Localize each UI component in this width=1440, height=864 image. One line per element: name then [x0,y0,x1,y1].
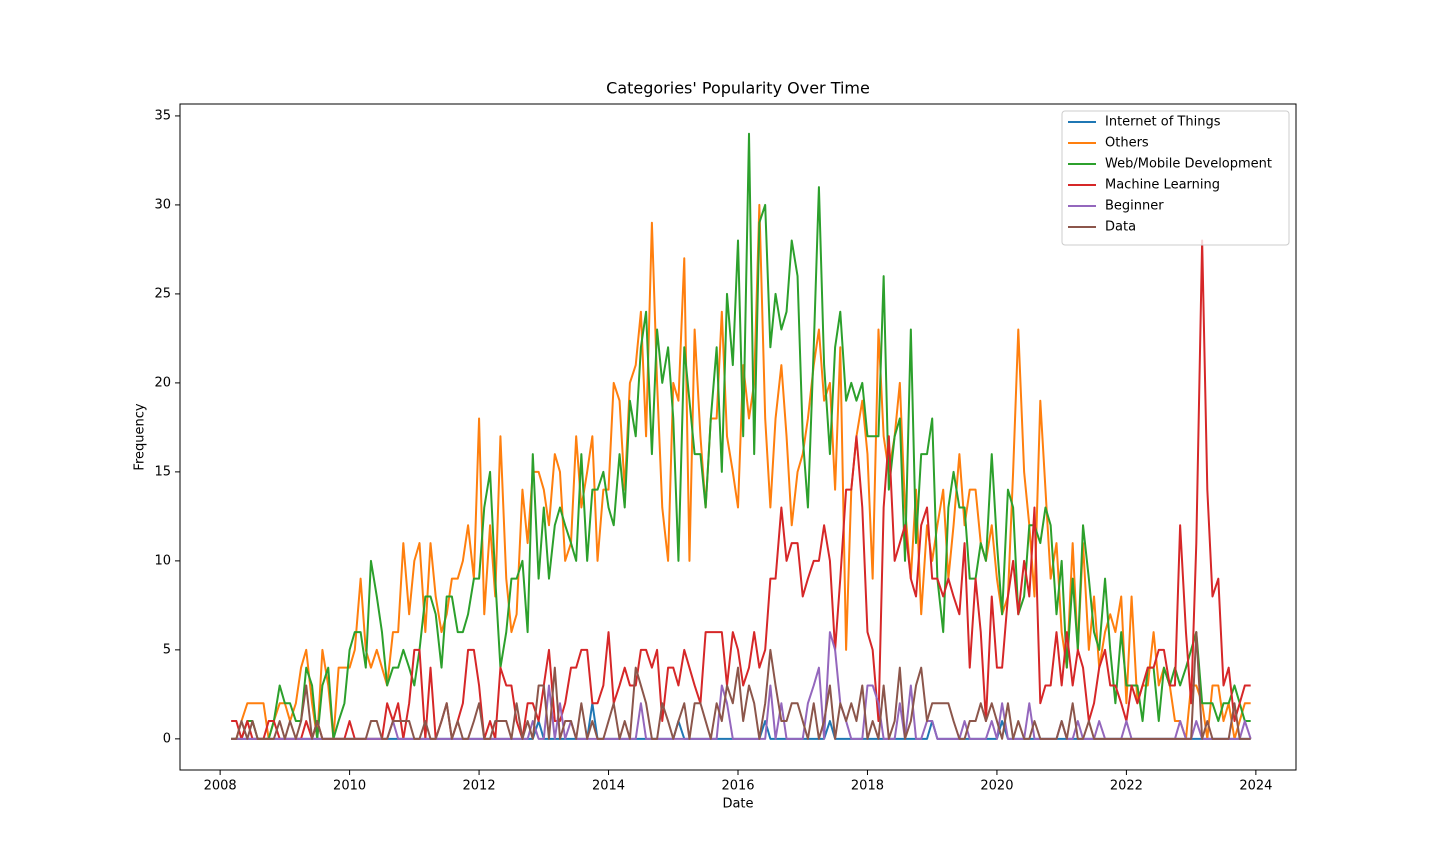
line-series [231,631,1252,740]
x-tick-label: 2012 [463,779,496,794]
y-tick-label: 10 [154,553,171,568]
line-series [231,631,1251,740]
x-tick-label: 2010 [333,779,366,794]
x-tick-label: 2018 [851,779,884,794]
legend-label: Data [1105,220,1136,235]
y-tick-label: 15 [154,464,171,479]
legend-label: Beginner [1105,199,1164,214]
y-tick-label: 25 [154,286,171,301]
chart-title: Categories' Popularity Over Time [606,79,870,98]
legend-label: Machine Learning [1105,178,1220,193]
y-tick-label: 35 [154,108,171,123]
x-tick-label: 2008 [204,779,237,794]
x-tick-label: 2014 [592,779,625,794]
y-tick-label: 0 [163,731,171,746]
legend-label: Internet of Things [1105,115,1221,130]
y-tick-label: 5 [163,642,171,657]
x-tick-label: 2022 [1110,779,1143,794]
x-tick-label: 2020 [980,779,1013,794]
x-tick-label: 2016 [721,779,754,794]
legend-label: Web/Mobile Development [1105,157,1272,172]
y-axis-label: Frequency [133,403,148,470]
legend-label: Others [1105,136,1149,151]
y-tick-label: 20 [154,375,171,390]
line-series [231,132,1251,740]
y-tick-label: 30 [154,197,171,212]
plot-frame [179,103,1297,771]
x-axis-label: Date [722,797,753,812]
x-tick-label: 2024 [1239,779,1272,794]
legend-box [1061,110,1290,246]
